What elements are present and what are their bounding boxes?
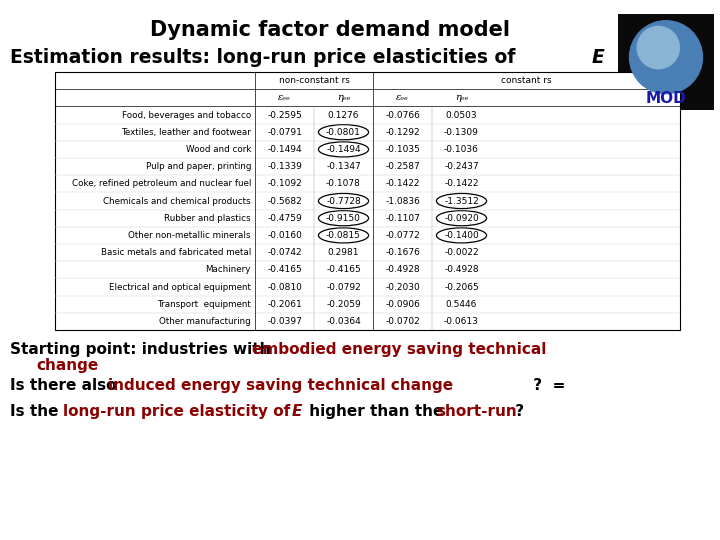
Text: non-constant rs: non-constant rs <box>279 76 349 85</box>
Text: Coke, refined petroleum and nuclear fuel: Coke, refined petroleum and nuclear fuel <box>71 179 251 188</box>
Text: Machinery: Machinery <box>206 265 251 274</box>
Text: -0.0906: -0.0906 <box>385 300 420 309</box>
Text: -0.1400: -0.1400 <box>444 231 479 240</box>
Text: change: change <box>36 358 98 373</box>
Text: -0.4759: -0.4759 <box>267 214 302 222</box>
Text: E: E <box>592 48 605 67</box>
Text: -0.0364: -0.0364 <box>326 317 361 326</box>
Text: -0.7728: -0.7728 <box>326 197 361 206</box>
Text: -0.2437: -0.2437 <box>444 162 479 171</box>
Text: -0.2065: -0.2065 <box>444 282 479 292</box>
Text: -0.1036: -0.1036 <box>444 145 479 154</box>
Text: -0.4928: -0.4928 <box>444 265 479 274</box>
Text: -0.1092: -0.1092 <box>267 179 302 188</box>
Text: -0.0792: -0.0792 <box>326 282 361 292</box>
Text: -0.2587: -0.2587 <box>385 162 420 171</box>
Text: constant rs: constant rs <box>501 76 552 85</box>
Text: -0.0022: -0.0022 <box>444 248 479 257</box>
Text: -0.0920: -0.0920 <box>444 214 479 222</box>
Text: -0.2061: -0.2061 <box>267 300 302 309</box>
Text: Basic metals and fabricated metal: Basic metals and fabricated metal <box>101 248 251 257</box>
Text: ηₑₑ: ηₑₑ <box>455 93 468 102</box>
Text: Rubber and plastics: Rubber and plastics <box>164 214 251 222</box>
Text: -0.1422: -0.1422 <box>444 179 479 188</box>
Bar <box>55 72 680 330</box>
Text: ηₑₑ: ηₑₑ <box>337 93 350 102</box>
Text: -0.1035: -0.1035 <box>385 145 420 154</box>
Text: -0.0702: -0.0702 <box>385 317 420 326</box>
Text: -0.1347: -0.1347 <box>326 162 361 171</box>
Text: Is the: Is the <box>10 404 64 419</box>
Text: long-run price elasticity of: long-run price elasticity of <box>63 404 295 419</box>
Text: -0.0397: -0.0397 <box>267 317 302 326</box>
Text: -0.1292: -0.1292 <box>385 127 420 137</box>
Text: E: E <box>292 404 302 419</box>
Text: Transport  equipment: Transport equipment <box>157 300 251 309</box>
Text: -0.1494: -0.1494 <box>326 145 361 154</box>
Text: εₑₑ: εₑₑ <box>278 93 291 102</box>
Text: MOD: MOD <box>646 91 686 106</box>
Text: Chemicals and chemical products: Chemicals and chemical products <box>104 197 251 206</box>
Text: -0.2030: -0.2030 <box>385 282 420 292</box>
Text: Is there also: Is there also <box>10 378 122 393</box>
Text: 0.0503: 0.0503 <box>446 111 477 119</box>
Text: -0.1107: -0.1107 <box>385 214 420 222</box>
Text: -0.1422: -0.1422 <box>385 179 420 188</box>
Text: Starting point: industries with: Starting point: industries with <box>10 342 276 357</box>
Text: -0.0801: -0.0801 <box>326 127 361 137</box>
Text: -0.5682: -0.5682 <box>267 197 302 206</box>
Text: short-run: short-run <box>436 404 517 419</box>
Text: embodied energy saving technical: embodied energy saving technical <box>252 342 546 357</box>
Text: Other non-metallic minerals: Other non-metallic minerals <box>128 231 251 240</box>
Text: -0.4928: -0.4928 <box>385 265 420 274</box>
Text: induced energy saving technical change: induced energy saving technical change <box>108 378 453 393</box>
Text: -0.0742: -0.0742 <box>267 248 302 257</box>
Text: 0.5446: 0.5446 <box>446 300 477 309</box>
FancyBboxPatch shape <box>618 14 714 110</box>
Text: higher than the: higher than the <box>304 404 449 419</box>
Text: 0.2981: 0.2981 <box>328 248 359 257</box>
Circle shape <box>637 26 680 69</box>
Text: Wood and cork: Wood and cork <box>186 145 251 154</box>
Text: -0.0613: -0.0613 <box>444 317 479 326</box>
Text: 0.1276: 0.1276 <box>328 111 359 119</box>
Text: -0.1339: -0.1339 <box>267 162 302 171</box>
Text: Pulp and paper, printing: Pulp and paper, printing <box>145 162 251 171</box>
Text: -0.1309: -0.1309 <box>444 127 479 137</box>
Text: Electrical and optical equipment: Electrical and optical equipment <box>109 282 251 292</box>
Text: ?: ? <box>510 404 524 419</box>
Text: -0.0791: -0.0791 <box>267 127 302 137</box>
Text: -0.9150: -0.9150 <box>326 214 361 222</box>
Text: -0.0772: -0.0772 <box>385 231 420 240</box>
Text: -0.1078: -0.1078 <box>326 179 361 188</box>
Text: -0.4165: -0.4165 <box>267 265 302 274</box>
Text: -0.0766: -0.0766 <box>385 111 420 119</box>
Text: -0.0810: -0.0810 <box>267 282 302 292</box>
Text: Food, beverages and tobacco: Food, beverages and tobacco <box>122 111 251 119</box>
Text: Other manufacturing: Other manufacturing <box>159 317 251 326</box>
Text: -0.4165: -0.4165 <box>326 265 361 274</box>
Text: -0.1494: -0.1494 <box>267 145 302 154</box>
Text: -0.2059: -0.2059 <box>326 300 361 309</box>
Text: ?  =: ? = <box>528 378 565 393</box>
Text: εₑₑ: εₑₑ <box>396 93 409 102</box>
Text: Dynamic factor demand model: Dynamic factor demand model <box>150 20 510 40</box>
Text: -1.3512: -1.3512 <box>444 197 479 206</box>
Text: -0.1676: -0.1676 <box>385 248 420 257</box>
Text: -1.0836: -1.0836 <box>385 197 420 206</box>
Text: -0.2595: -0.2595 <box>267 111 302 119</box>
Text: -0.0160: -0.0160 <box>267 231 302 240</box>
Circle shape <box>629 21 703 93</box>
Text: -0.0815: -0.0815 <box>326 231 361 240</box>
Text: Estimation results: long-run price elasticities of: Estimation results: long-run price elast… <box>10 48 522 67</box>
Text: Textiles, leather and footwear: Textiles, leather and footwear <box>121 127 251 137</box>
